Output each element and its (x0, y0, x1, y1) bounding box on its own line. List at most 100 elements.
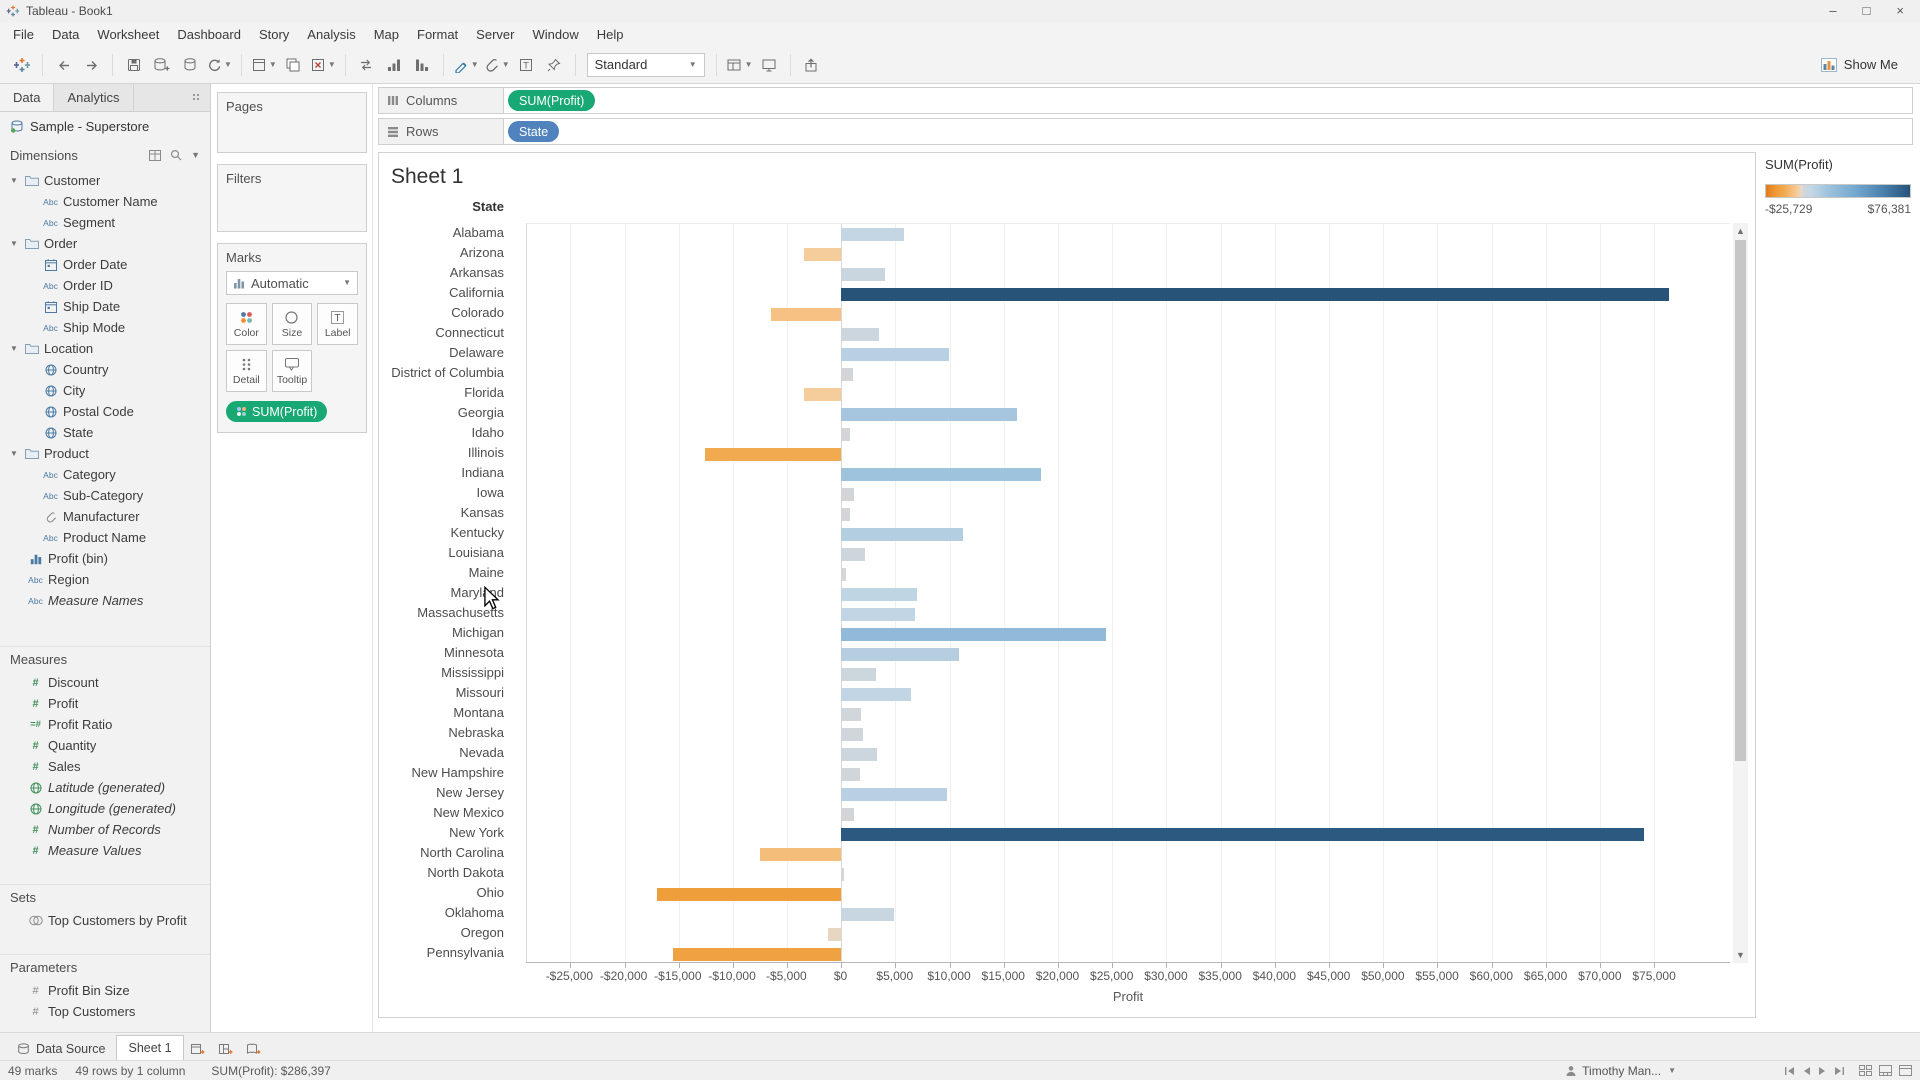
field-top-customers-by-profit[interactable]: Top Customers by Profit (0, 910, 210, 931)
marks-label-button[interactable]: T Label (317, 303, 358, 345)
marks-card[interactable]: Marks Automatic ▼ Color Size T Label Detail T… (217, 243, 367, 433)
bar-minnesota[interactable] (841, 647, 959, 661)
expand-arrow-icon[interactable]: ▼ (10, 239, 18, 248)
show-hide-cards-button[interactable]: ▼ (724, 51, 755, 79)
field-number-of-records[interactable]: # Number of Records (0, 819, 210, 840)
bar-connecticut[interactable] (841, 327, 880, 341)
bar-missouri[interactable] (841, 687, 912, 701)
row-label-arizona[interactable]: Arizona (459, 245, 504, 260)
bar-new-hampshire[interactable] (841, 767, 860, 781)
field-order-id[interactable]: Abc Order ID (43, 278, 113, 293)
bar-maine[interactable] (841, 567, 847, 581)
rows-shelf-drop-area[interactable]: State (504, 118, 1913, 145)
row-label-idaho[interactable]: Idaho (471, 425, 504, 440)
bar-massachusetts[interactable] (841, 607, 915, 621)
marks-size-button[interactable]: Size (271, 303, 313, 345)
bar-district-of-columbia[interactable] (841, 367, 853, 381)
scrollbar-thumb[interactable] (1735, 240, 1746, 761)
show-mark-labels-button[interactable]: T (513, 51, 540, 79)
marks-color-button[interactable]: Color (226, 303, 267, 345)
swap-rows-columns-button[interactable] (353, 51, 380, 79)
next-sheet-button[interactable] (1818, 1066, 1827, 1076)
row-label-new-mexico[interactable]: New Mexico (433, 805, 504, 820)
field-customer-name[interactable]: Abc Customer Name (43, 194, 158, 209)
field-city[interactable]: City (0, 380, 210, 401)
sheet-title[interactable]: Sheet 1 (391, 165, 464, 188)
columns-shelf-drop-area[interactable]: SUM(Profit) (504, 87, 1913, 114)
field-product-name[interactable]: Abc Product Name (43, 530, 147, 545)
row-label-missouri[interactable]: Missouri (455, 685, 504, 700)
field-sales[interactable]: # Sales (0, 756, 210, 777)
field-postal-code[interactable]: Postal Code (0, 401, 210, 422)
marks-detail-button[interactable]: Detail (226, 350, 267, 392)
bar-idaho[interactable] (841, 427, 851, 441)
bar-north-dakota[interactable] (841, 867, 844, 881)
tab-analytics[interactable]: Analytics (54, 84, 134, 111)
datasource-item[interactable]: Sample - Superstore (0, 112, 210, 140)
new-worksheet-tab-button[interactable] (184, 1037, 212, 1060)
maximize-button[interactable]: □ (1862, 3, 1871, 18)
close-button[interactable]: × (1896, 3, 1904, 18)
menu-file[interactable]: File (13, 26, 34, 42)
menu-help[interactable]: Help (596, 26, 624, 42)
row-label-oregon[interactable]: Oregon (460, 925, 504, 940)
pause-auto-updates-button[interactable] (176, 51, 203, 79)
group-members-button[interactable]: ▼ (482, 51, 512, 79)
row-label-georgia[interactable]: Georgia (457, 405, 504, 420)
mark-type-dropdown[interactable]: Automatic ▼ (226, 271, 358, 295)
row-label-illinois[interactable]: Illinois (467, 445, 504, 460)
bar-mississippi[interactable] (841, 667, 876, 681)
first-sheet-button[interactable] (1784, 1066, 1795, 1076)
expand-arrow-icon[interactable]: ▼ (10, 176, 18, 185)
field-ship-mode[interactable]: Abc Ship Mode (43, 320, 126, 335)
row-label-new-jersey[interactable]: New Jersey (436, 785, 504, 800)
menu-server[interactable]: Server (476, 26, 515, 42)
row-label-nevada[interactable]: Nevada (459, 745, 504, 760)
tab-sheet-1[interactable]: Sheet 1 (116, 1035, 184, 1060)
bar-delaware[interactable] (841, 347, 950, 361)
row-label-maryland[interactable]: Maryland (450, 585, 504, 600)
bar-new-york[interactable] (841, 827, 1644, 841)
bar-iowa[interactable] (841, 487, 855, 501)
row-label-michigan[interactable]: Michigan (451, 625, 504, 640)
row-label-nebraska[interactable]: Nebraska (448, 725, 504, 740)
bar-florida[interactable] (804, 387, 842, 401)
previous-sheet-button[interactable] (1802, 1066, 1811, 1076)
user-menu[interactable]: Timothy Man... ▼ (1565, 1064, 1676, 1078)
field-location[interactable]: ▼ Location (10, 341, 94, 356)
run-update-button[interactable]: ▼ (204, 51, 234, 79)
marks-tooltip-button[interactable]: Tooltip (271, 350, 313, 392)
row-label-minnesota[interactable]: Minnesota (444, 645, 504, 660)
fit-mode-select[interactable]: Standard ▼ (586, 52, 705, 77)
row-label-new-york[interactable]: New York (449, 825, 504, 840)
expand-arrow-icon[interactable]: ▼ (10, 449, 18, 458)
chart-vertical-scrollbar[interactable]: ▲ ▼ (1733, 223, 1748, 963)
presentation-mode-button[interactable] (756, 51, 783, 79)
row-label-kansas[interactable]: Kansas (460, 505, 504, 520)
minimize-button[interactable]: – (1829, 3, 1837, 18)
scroll-up-icon[interactable]: ▲ (1736, 226, 1745, 236)
row-label-pennsylvania[interactable]: Pennsylvania (426, 945, 504, 960)
chevron-down-icon[interactable]: ▼ (191, 149, 200, 160)
field-measure-values[interactable]: # Measure Values (0, 840, 210, 861)
menu-worksheet[interactable]: Worksheet (97, 26, 160, 42)
field-profit-bin-size[interactable]: # Profit Bin Size (0, 980, 210, 1001)
pane-handle-icon[interactable] (192, 84, 210, 111)
field-discount[interactable]: # Discount (0, 672, 210, 693)
row-label-massachusetts[interactable]: Massachusetts (417, 605, 504, 620)
row-label-florida[interactable]: Florida (464, 385, 504, 400)
undo-button[interactable] (50, 51, 77, 79)
bar-oklahoma[interactable] (841, 907, 894, 921)
view-data-grid-icon[interactable] (149, 149, 162, 161)
bar-georgia[interactable] (841, 407, 1018, 421)
bar-maryland[interactable] (841, 587, 918, 601)
field-top-customers[interactable]: # Top Customers (0, 1001, 210, 1022)
sort-ascending-button[interactable] (381, 51, 408, 79)
row-label-alabama[interactable]: Alabama (452, 225, 504, 240)
sort-descending-button[interactable] (409, 51, 436, 79)
redo-button[interactable] (78, 51, 105, 79)
field-profit-bin[interactable]: Profit (bin) (0, 548, 210, 569)
filters-shelf[interactable]: Filters (217, 164, 367, 232)
bar-indiana[interactable] (841, 467, 1041, 481)
bar-north-carolina[interactable] (760, 847, 842, 861)
